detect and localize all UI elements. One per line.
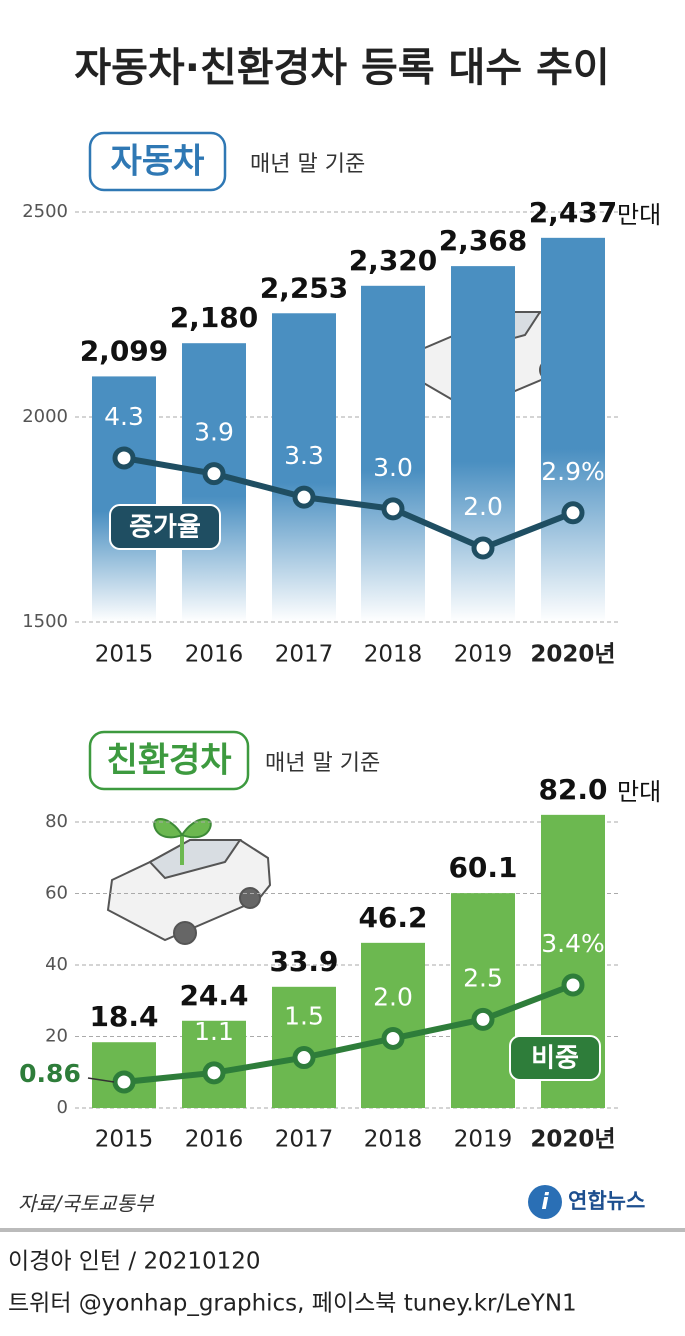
legend-box [509,1035,601,1081]
line [123,982,575,1085]
line-point [471,536,495,560]
bar-value-label: 2,437 [529,196,618,229]
line-point [112,446,136,470]
unit-label: 만대 [617,778,661,806]
logo: i 연합뉴스 [528,1185,645,1219]
bar-value-label: 82.0 [538,773,607,806]
x-tick-label: 2016 [185,1127,244,1153]
line-value-label: 0.86 [19,1059,81,1088]
bar-value-label: 2,253 [260,271,349,304]
line-value-label: 2.9% [541,457,605,486]
bar [361,285,425,622]
bar-value-label: 2,320 [349,244,438,277]
bar [92,376,156,622]
bar-value-label: 24.4 [179,979,248,1012]
y-tick-label: 2000 [22,406,68,427]
leader-line [87,1077,115,1083]
legend-box [109,504,221,550]
x-tick-label: 2016 [185,642,244,668]
x-tick-label: 2020년 [530,1127,615,1153]
bar [451,893,515,1108]
line-point [202,462,226,486]
bar-value-label: 33.9 [269,945,338,978]
y-tick-label: 60 [45,883,68,904]
bar [541,237,605,622]
line-point [561,973,585,997]
line-value-label: 3.0 [373,453,413,482]
car-illustration [106,818,272,945]
line-point [292,1046,316,1070]
section-label: 친환경차 [106,741,231,781]
section-label-box [88,730,250,791]
x-tick-label: 2017 [275,642,334,668]
bar-value-label: 2,099 [80,334,169,367]
bar-value-label: 18.4 [89,1000,158,1033]
line-value-label: 4.3 [104,402,144,431]
bar [272,313,336,622]
line-point [202,1061,226,1085]
bar-value-label: 2,180 [170,301,259,334]
line-point [381,1026,405,1050]
unit-label: 만대 [617,201,661,229]
source: 자료/국토교통부 [18,1192,155,1216]
line-value-label: 2.5 [463,963,503,992]
x-tick-label: 2015 [95,642,154,668]
section-label: 자동차 [111,142,205,182]
svg-text:i: i [541,1190,549,1215]
logo-text: 연합뉴스 [568,1189,645,1213]
line-value-label: 3.4% [541,929,605,958]
line-value-label: 1.1 [194,1017,234,1046]
line-point [381,497,405,521]
y-tick-label: 2500 [22,201,68,222]
y-tick-label: 1500 [22,611,68,632]
bar-value-label: 2,368 [439,224,528,257]
line-value-label: 2.0 [373,982,413,1011]
x-tick-label: 2018 [364,642,423,668]
x-tick-label: 2019 [454,1127,513,1153]
legend-label: 증가율 [129,513,201,543]
line [123,455,575,552]
y-tick-label: 20 [45,1026,68,1047]
line-point [292,485,316,509]
line-point [471,1007,495,1031]
title: 자동차·친환경차 등록 대수 추이 [74,45,609,91]
line-value-label: 2.0 [463,492,503,521]
bar [451,266,515,622]
section-label-box [88,131,227,192]
y-tick-label: 40 [45,954,68,975]
line-value-label: 1.5 [284,1002,324,1031]
credit: 이경아 인턴 / 20210120 [8,1249,261,1275]
x-tick-label: 2018 [364,1127,423,1153]
line-point [561,501,585,525]
line-value-label: 3.9 [194,418,234,447]
subtitle: 매년 말 기준 [250,152,365,177]
x-tick-label: 2015 [95,1127,154,1153]
x-tick-label: 2020년 [530,642,615,668]
y-tick-label: 80 [45,811,68,832]
line-point [112,1070,136,1094]
divider [0,1228,685,1232]
y-tick-label: 0 [57,1097,68,1118]
bar-value-label: 60.1 [448,851,517,884]
bar [361,942,425,1108]
subtitle: 매년 말 기준 [265,751,380,776]
x-tick-label: 2019 [454,642,513,668]
legend-label: 비중 [531,1044,579,1074]
bar-value-label: 46.2 [358,901,427,934]
line-value-label: 3.3 [284,441,324,470]
social: 트위터 @yonhap_graphics, 페이스북 tuney.kr/LeYN… [8,1291,577,1317]
x-tick-label: 2017 [275,1127,334,1153]
